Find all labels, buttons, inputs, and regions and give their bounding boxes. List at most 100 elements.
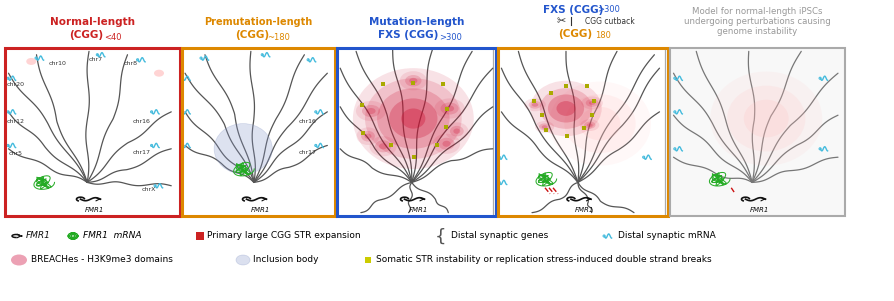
- Text: FMR1: FMR1: [250, 207, 270, 213]
- Ellipse shape: [352, 68, 473, 169]
- Ellipse shape: [360, 131, 375, 141]
- Text: Model for normal-length iPSCs: Model for normal-length iPSCs: [691, 8, 822, 17]
- Ellipse shape: [450, 126, 463, 136]
- Text: chr5: chr5: [8, 151, 22, 156]
- Ellipse shape: [538, 123, 550, 131]
- Text: ~180: ~180: [266, 33, 290, 42]
- Text: 180: 180: [595, 32, 611, 41]
- Bar: [181, 48, 334, 216]
- Ellipse shape: [581, 96, 603, 109]
- Ellipse shape: [442, 141, 450, 147]
- Text: chr17: chr17: [132, 150, 150, 155]
- Ellipse shape: [366, 108, 375, 114]
- Ellipse shape: [375, 140, 391, 152]
- Ellipse shape: [433, 134, 460, 154]
- Text: chr8: chr8: [124, 61, 138, 66]
- Ellipse shape: [453, 129, 460, 134]
- Text: Primary large CGG STR expansion: Primary large CGG STR expansion: [207, 231, 360, 240]
- Text: FMR1: FMR1: [409, 207, 427, 213]
- Bar: [196, 232, 204, 240]
- Text: chr16: chr16: [132, 119, 150, 124]
- Text: >300: >300: [439, 33, 461, 42]
- Text: Inclusion body: Inclusion body: [253, 256, 318, 265]
- Ellipse shape: [154, 70, 164, 77]
- Ellipse shape: [401, 108, 425, 129]
- Bar: [670, 48, 844, 216]
- Ellipse shape: [389, 98, 437, 139]
- Ellipse shape: [365, 78, 461, 159]
- Text: Premutation-length: Premutation-length: [204, 17, 312, 27]
- Text: <40: <40: [104, 33, 121, 42]
- Ellipse shape: [378, 143, 387, 149]
- Ellipse shape: [541, 125, 547, 129]
- Text: FMR1: FMR1: [85, 207, 104, 213]
- Text: chrX: chrX: [141, 187, 156, 192]
- Ellipse shape: [710, 72, 822, 166]
- Text: chr7: chr7: [89, 57, 103, 62]
- Text: chr20: chr20: [6, 82, 24, 88]
- Bar: [181, 48, 334, 216]
- Text: Mutation-length: Mutation-length: [368, 17, 464, 27]
- Ellipse shape: [548, 82, 650, 166]
- Ellipse shape: [585, 99, 598, 107]
- Text: BREACHes - H3K9me3 domains: BREACHes - H3K9me3 domains: [31, 256, 173, 265]
- Ellipse shape: [579, 119, 599, 131]
- Ellipse shape: [579, 107, 620, 140]
- Ellipse shape: [524, 98, 545, 111]
- Ellipse shape: [214, 124, 272, 174]
- Ellipse shape: [539, 88, 592, 129]
- Ellipse shape: [236, 255, 249, 265]
- Ellipse shape: [356, 101, 385, 121]
- Bar: [5, 48, 180, 216]
- Bar: [497, 48, 667, 216]
- Ellipse shape: [11, 255, 27, 265]
- Text: FXS (CGG): FXS (CGG): [542, 5, 603, 15]
- Text: undergoing perturbations causing: undergoing perturbations causing: [683, 17, 830, 26]
- Ellipse shape: [369, 136, 396, 156]
- Bar: [497, 48, 667, 216]
- Ellipse shape: [409, 78, 417, 84]
- Ellipse shape: [586, 123, 592, 127]
- Text: chr10: chr10: [48, 61, 66, 66]
- Bar: [337, 48, 495, 216]
- Ellipse shape: [531, 103, 537, 107]
- Text: Somatic STR instability or replication stress-induced double strand breaks: Somatic STR instability or replication s…: [375, 256, 711, 265]
- Text: genome instability: genome instability: [717, 27, 797, 36]
- Ellipse shape: [361, 105, 380, 117]
- Ellipse shape: [444, 105, 453, 111]
- Ellipse shape: [588, 101, 595, 105]
- Ellipse shape: [556, 101, 575, 116]
- Ellipse shape: [528, 101, 541, 109]
- Ellipse shape: [438, 138, 454, 150]
- Ellipse shape: [547, 95, 584, 123]
- Ellipse shape: [535, 121, 553, 133]
- Text: (CGG): (CGG): [70, 30, 104, 40]
- Ellipse shape: [364, 134, 371, 139]
- Text: Normal-length: Normal-length: [50, 17, 135, 27]
- Ellipse shape: [584, 122, 595, 129]
- Text: (CGG): (CGG): [235, 30, 269, 40]
- Ellipse shape: [400, 71, 426, 90]
- Text: CGG cutback: CGG cutback: [585, 17, 634, 26]
- Ellipse shape: [530, 81, 601, 136]
- Text: >300: >300: [597, 5, 620, 14]
- Text: chr17: chr17: [298, 150, 316, 155]
- Text: chr16: chr16: [299, 119, 316, 124]
- Text: ✂: ✂: [556, 16, 565, 26]
- Ellipse shape: [405, 75, 421, 86]
- Text: FMR1  mRNA: FMR1 mRNA: [83, 231, 141, 240]
- Ellipse shape: [356, 127, 379, 145]
- Ellipse shape: [376, 88, 449, 149]
- Bar: [670, 48, 844, 216]
- Ellipse shape: [743, 100, 788, 137]
- Bar: [5, 48, 180, 216]
- Ellipse shape: [726, 85, 805, 151]
- Ellipse shape: [445, 122, 468, 140]
- Ellipse shape: [434, 98, 464, 119]
- Bar: [337, 48, 495, 216]
- Ellipse shape: [440, 102, 458, 114]
- Ellipse shape: [26, 58, 37, 65]
- Text: FXS (CGG): FXS (CGG): [378, 30, 438, 40]
- Text: (CGG): (CGG): [557, 29, 592, 39]
- Text: Distal synaptic genes: Distal synaptic genes: [451, 231, 548, 240]
